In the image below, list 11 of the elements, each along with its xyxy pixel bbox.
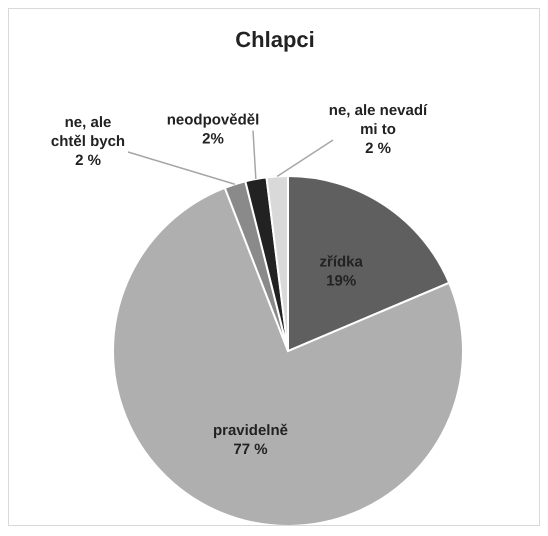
slice-label: neodpověděl xyxy=(166,111,260,128)
slice-label: ne, ale chtěl bych xyxy=(50,114,126,150)
data-label: 2% xyxy=(202,130,224,147)
slice-label: ne, ale nevadí mi to xyxy=(328,102,428,138)
data-label: 2 % xyxy=(75,152,101,168)
chart-title: Chlapci xyxy=(234,27,316,53)
data-label: 2 % xyxy=(365,140,391,156)
slice-label: pravidelně xyxy=(212,422,288,439)
data-label: 19% xyxy=(326,272,356,289)
slice-label: zřídka xyxy=(319,252,364,270)
data-label: 77 % xyxy=(233,440,268,458)
